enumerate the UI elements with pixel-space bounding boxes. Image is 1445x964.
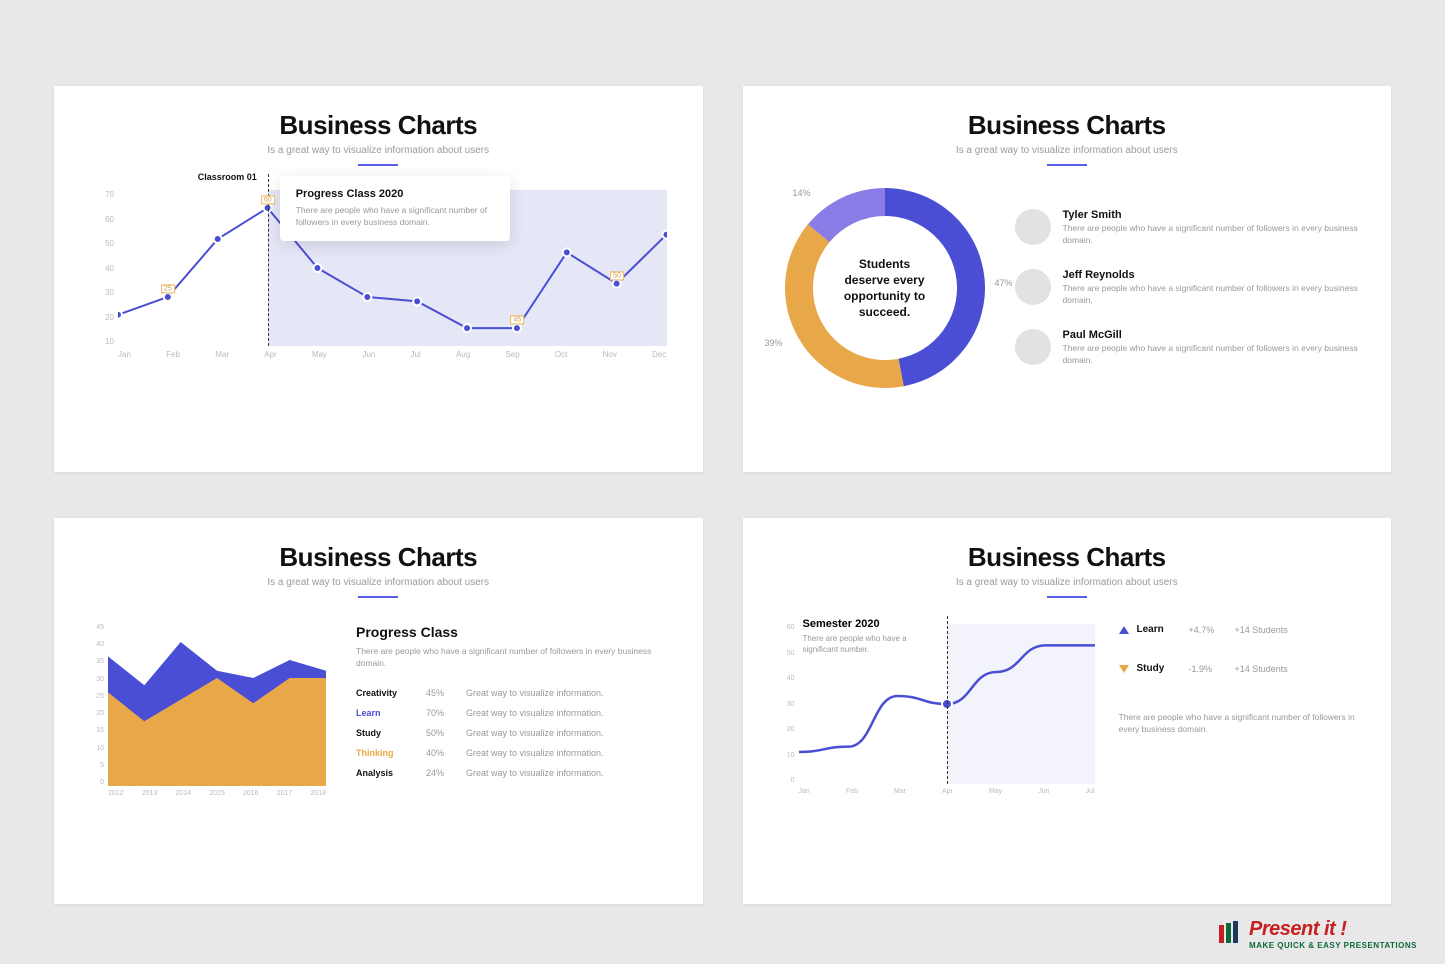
metric-desc: Great way to visualize information. [466, 688, 604, 698]
slide-line-chart-legend: Business Charts Is a great way to visual… [743, 518, 1392, 904]
slide-title: Business Charts [86, 542, 671, 573]
area-chart: 454035302520151050 201220132014201520162… [86, 624, 326, 804]
tooltip-body: There are people who have a significant … [296, 205, 494, 229]
metric-label: Learn [356, 708, 426, 718]
metric-row: Analysis24%Great way to visualize inform… [356, 768, 671, 778]
person-item: Jeff Reynolds There are people who have a… [1015, 269, 1360, 307]
metric-pct: 45% [426, 688, 466, 698]
legend-pct: +4.7% [1189, 625, 1227, 635]
legend-row: Study -1.9% +14 Students [1119, 663, 1360, 674]
y-axis: 70605040302010 [86, 190, 114, 346]
title-underline [1047, 596, 1087, 598]
line-chart: 70605040302010 Classroom 01 Progress Cla… [86, 190, 671, 370]
person-desc: There are people who have a significant … [1063, 223, 1360, 247]
metric-label: Creativity [356, 688, 426, 698]
line-chart: 6050403020100 Semester 2020 There are pe… [775, 624, 1095, 804]
person-name: Paul McGill [1063, 329, 1360, 341]
x-axis: 2012201320142015201620172018 [108, 790, 326, 804]
title-underline [358, 596, 398, 598]
legend-panel: Learn +4.7% +14 Students Study -1.9% +14 Stud… [1119, 624, 1360, 804]
slide-title: Business Charts [775, 542, 1360, 573]
slide-donut-chart: Business Charts Is a great way to visual… [743, 86, 1392, 472]
metric-desc: Great way to visualize information. [466, 748, 604, 758]
person-item: Tyler Smith There are people who have a s… [1015, 209, 1360, 247]
plot-area [108, 624, 326, 786]
metric-pct: 24% [426, 768, 466, 778]
info-subtitle: There are people who have a significant … [356, 646, 671, 670]
metric-row: Study50%Great way to visualize informati… [356, 728, 671, 738]
watermark-logo-icon [1217, 921, 1243, 947]
x-axis: JanFebMarAprMayJunJul [799, 788, 1095, 804]
avatar [1015, 269, 1051, 305]
slide-subtitle: Is a great way to visualize information … [775, 577, 1360, 588]
metric-desc: Great way to visualize information. [466, 768, 604, 778]
metric-row: Learn70%Great way to visualize informati… [356, 708, 671, 718]
classroom-label: Classroom 01 [198, 172, 257, 182]
people-list: Tyler Smith There are people who have a s… [1015, 209, 1360, 366]
metric-row: Creativity45%Great way to visualize info… [356, 688, 671, 698]
tooltip-card: Progress Class 2020 There are people who… [280, 176, 510, 241]
person-name: Jeff Reynolds [1063, 269, 1360, 281]
person-desc: There are people who have a significant … [1063, 283, 1360, 307]
donut-pct-label: 14% [793, 188, 811, 198]
donut-center-text: Students deserve every opportunity to su… [821, 224, 949, 352]
donut-pct-label: 39% [765, 338, 783, 348]
metric-pct: 50% [426, 728, 466, 738]
legend-name: Study [1137, 663, 1181, 674]
metric-label: Thinking [356, 748, 426, 758]
slide-subtitle: Is a great way to visualize information … [775, 145, 1360, 156]
person-item: Paul McGill There are people who have a s… [1015, 329, 1360, 367]
donut-pct-label: 47% [995, 278, 1013, 288]
plot-area: Semester 2020 There are people who have … [799, 624, 1095, 784]
person-desc: There are people who have a significant … [1063, 343, 1360, 367]
watermark-title: Present it ! [1249, 918, 1417, 941]
person-name: Tyler Smith [1063, 209, 1360, 221]
annotation-box: Semester 2020 There are people who have … [803, 618, 913, 655]
title-underline [358, 164, 398, 166]
legend-footer: There are people who have a significant … [1119, 712, 1360, 736]
vertical-marker-line [947, 616, 948, 784]
donut-chart: Students deserve every opportunity to su… [785, 188, 985, 388]
metric-rows: Creativity45%Great way to visualize info… [356, 688, 671, 778]
avatar [1015, 329, 1051, 365]
metric-desc: Great way to visualize information. [466, 728, 604, 738]
annotation-title: Semester 2020 [803, 618, 913, 630]
area-svg [108, 624, 326, 786]
slide-title: Business Charts [775, 110, 1360, 141]
y-axis: 6050403020100 [775, 624, 795, 784]
plot-area: Classroom 01 Progress Class 2020 There a… [118, 190, 667, 346]
annotation-body: There are people who have a significant … [803, 633, 913, 655]
slide-subtitle: Is a great way to visualize information … [86, 577, 671, 588]
title-underline [1047, 164, 1087, 166]
info-panel: Progress Class There are people who have… [356, 624, 671, 804]
metric-row: Thinking40%Great way to visualize inform… [356, 748, 671, 758]
watermark: Present it ! MAKE QUICK & EASY PRESENTAT… [1217, 918, 1417, 950]
metric-pct: 40% [426, 748, 466, 758]
legend-pct: -1.9% [1189, 664, 1227, 674]
legend-row: Learn +4.7% +14 Students [1119, 624, 1360, 635]
metric-desc: Great way to visualize information. [466, 708, 604, 718]
metric-pct: 70% [426, 708, 466, 718]
legend-extra: +14 Students [1235, 625, 1288, 635]
slide-subtitle: Is a great way to visualize information … [86, 145, 671, 156]
legend-name: Learn [1137, 624, 1181, 635]
metric-label: Study [356, 728, 426, 738]
tooltip-title: Progress Class 2020 [296, 188, 494, 200]
slide-title: Business Charts [86, 110, 671, 141]
y-axis: 454035302520151050 [86, 624, 104, 786]
watermark-subtitle: MAKE QUICK & EASY PRESENTATIONS [1249, 941, 1417, 950]
metric-label: Analysis [356, 768, 426, 778]
legend-extra: +14 Students [1235, 664, 1288, 674]
x-axis: JanFebMarAprMayJunJulAugSepOctNovDec [118, 350, 667, 370]
slide-line-chart-tooltip: Business Charts Is a great way to visual… [54, 86, 703, 472]
info-title: Progress Class [356, 624, 671, 640]
avatar [1015, 209, 1051, 245]
slide-area-chart: Business Charts Is a great way to visual… [54, 518, 703, 904]
